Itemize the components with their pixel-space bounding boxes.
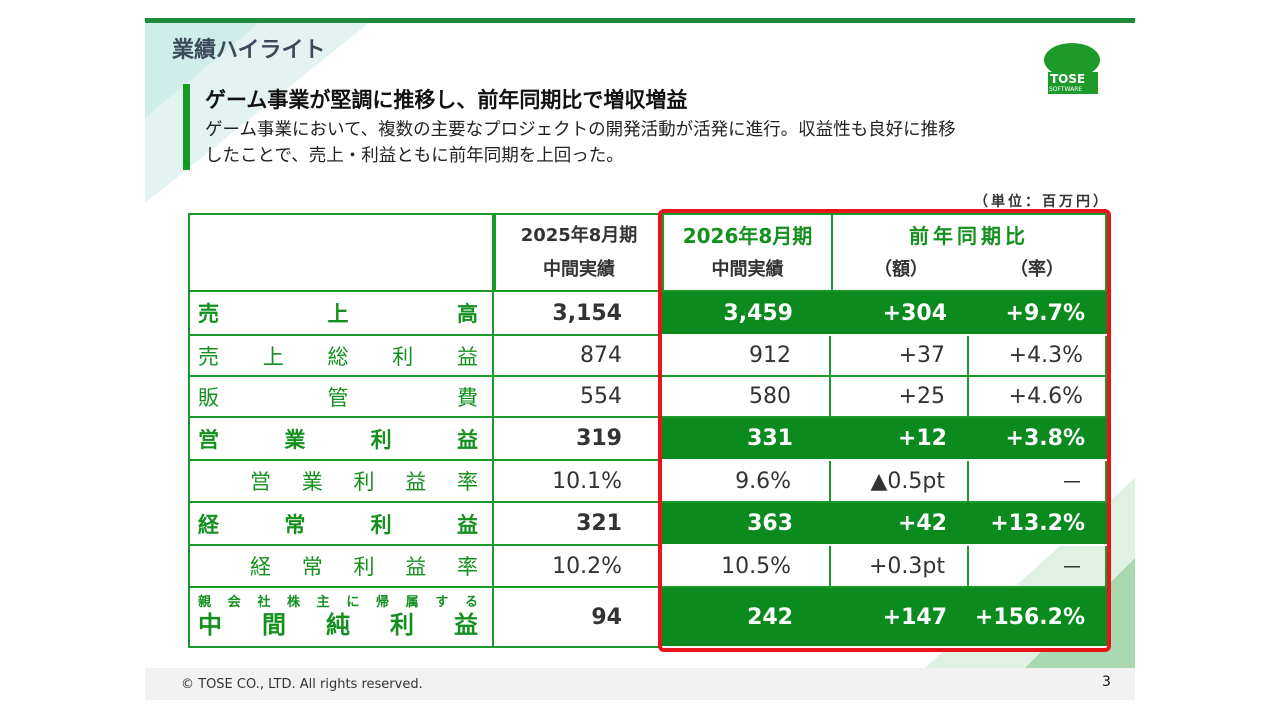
row-label: 経常利益率 [188,546,494,588]
value-cell: 10.2% [494,546,662,588]
row-label-text: 売上高 [198,302,478,326]
value-cell: +4.6% [969,377,1107,418]
unit: （単位：百万円） [974,194,1110,210]
header-cell: 2026年8月期 中間実績 [662,213,831,292]
value-cell: +0.3pt [831,546,969,588]
results-table: 2025年8月期 中間実績 2026年8月期 中間実績 前年同期比 （額） （率） 売上高 3,… [188,209,1111,652]
row-label-text: 売上総利益 [198,344,478,369]
value-cell: +147 [831,588,969,648]
row-label-text: 経常利益 [198,512,478,537]
slide-title: 業績ハイライト [172,38,326,63]
value-cell: 363 [662,503,831,546]
value-cell: 331 [662,418,831,461]
header-text: 2026年8月期 [682,223,813,248]
header-cell: 前年同期比 （額） （率） [831,213,1107,292]
value-cell: +12 [831,418,969,461]
row-label: 営業利益 [188,418,494,461]
page-number: 3 [1102,674,1111,690]
value-cell: +4.3% [969,336,1107,377]
logo: TOSE SOFTWARE [1040,40,1105,96]
row-label: 販管費 [188,377,494,418]
row-label-text: 営業利益率 [250,470,478,494]
logo-mark [1044,43,1100,94]
row-label-text: 中間純利益 [198,611,478,639]
copyright: © TOSE CO., LTD. All rights reserved. [181,677,423,692]
row-label: 売上高 [188,292,494,336]
header-text: （額） [874,258,928,280]
body-line: したことで、売上・利益ともに前年同期を上回った。 [205,146,624,166]
value-cell: 321 [494,503,662,546]
body-line: ゲーム事業において、複数の主要なプロジェクトの開発活動が活発に進行。収益性も良好… [205,120,956,140]
value-cell: 874 [494,336,662,377]
header-cell: 2025年8月期 中間実績 [494,213,662,292]
row-label-text: 営業利益 [198,427,478,452]
value-cell: 10.1% [494,461,662,503]
value-cell: +42 [831,503,969,546]
value-cell: － [969,546,1107,588]
value-cell: 242 [662,588,831,648]
value-cell: +3.8% [969,418,1107,461]
value-cell: +156.2% [969,588,1107,648]
value-cell: 912 [662,336,831,377]
row-label: 経常利益 [188,503,494,546]
logo-sub: SOFTWARE [1049,86,1083,93]
value-cell: 580 [662,377,831,418]
row-label: 売上総利益 [188,336,494,377]
value-cell: 10.5% [662,546,831,588]
value-cell: +37 [831,336,969,377]
slide: 業績ハイライト TOSE SOFTWARE ゲーム事業が堅調に推移し、前年同期比… [145,18,1135,700]
logo-name: TOSE [1050,72,1086,86]
value-cell: +304 [831,292,969,336]
value-cell: 554 [494,377,662,418]
row-note: 親会社株主に帰属する [198,595,478,610]
value-cell: － [969,461,1107,503]
value-cell: +13.2% [969,503,1107,546]
value-cell: 3,459 [662,292,831,336]
row-label: 親会社株主に帰属する 中間純利益 [188,588,494,648]
value-cell: 319 [494,418,662,461]
value-cell: 3,154 [494,292,662,336]
headline: ゲーム事業が堅調に推移し、前年同期比で増収増益 [205,88,688,112]
row-label: 営業利益率 [188,461,494,503]
row-label-text: 経常利益率 [250,555,478,579]
header-text: 中間実績 [543,258,615,280]
header-text: （率） [1010,258,1064,280]
header-cell [188,213,494,292]
header-text: 前年同期比 [909,223,1029,248]
header-sub: （額） （率） [833,253,1105,287]
value-cell: +9.7% [969,292,1107,336]
header-text: 中間実績 [711,258,784,280]
header-text: 2025年8月期 [520,224,638,246]
value-cell: 9.6% [662,461,831,503]
body: ゲーム事業において、複数の主要なプロジェクトの開発活動が活発に進行。収益性も良好… [205,117,956,169]
value-cell: 94 [494,588,662,648]
row-label-text: 販管費 [198,385,478,410]
value-cell: ▲0.5pt [831,461,969,503]
value-cell: +25 [831,377,969,418]
